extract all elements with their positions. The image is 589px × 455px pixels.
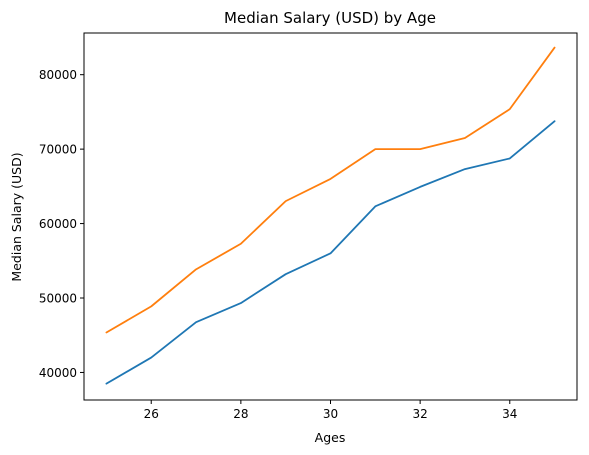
x-tick-label: 34	[502, 407, 517, 421]
y-tick-label: 50000	[39, 292, 77, 306]
x-tick-label: 30	[323, 407, 338, 421]
x-tick-label: 28	[233, 407, 248, 421]
y-axis-label: Median Salary (USD)	[9, 152, 24, 281]
plot-area	[105, 46, 556, 385]
y-tick-label: 40000	[39, 366, 77, 380]
x-axis-label: Ages	[315, 430, 346, 445]
chart-title: Median Salary (USD) by Age	[224, 9, 436, 27]
x-axis: 26 28 30 32 34	[144, 400, 517, 421]
y-tick-label: 80000	[39, 68, 77, 82]
plot-frame	[83, 32, 578, 401]
series-line-0	[105, 120, 556, 385]
y-tick-label: 70000	[39, 143, 77, 157]
x-tick-label: 26	[144, 407, 159, 421]
x-tick-label: 32	[412, 407, 427, 421]
y-tick-label: 60000	[39, 217, 77, 231]
y-axis: 40000 50000 60000 70000 80000	[39, 68, 84, 380]
series-line-1	[105, 46, 556, 334]
